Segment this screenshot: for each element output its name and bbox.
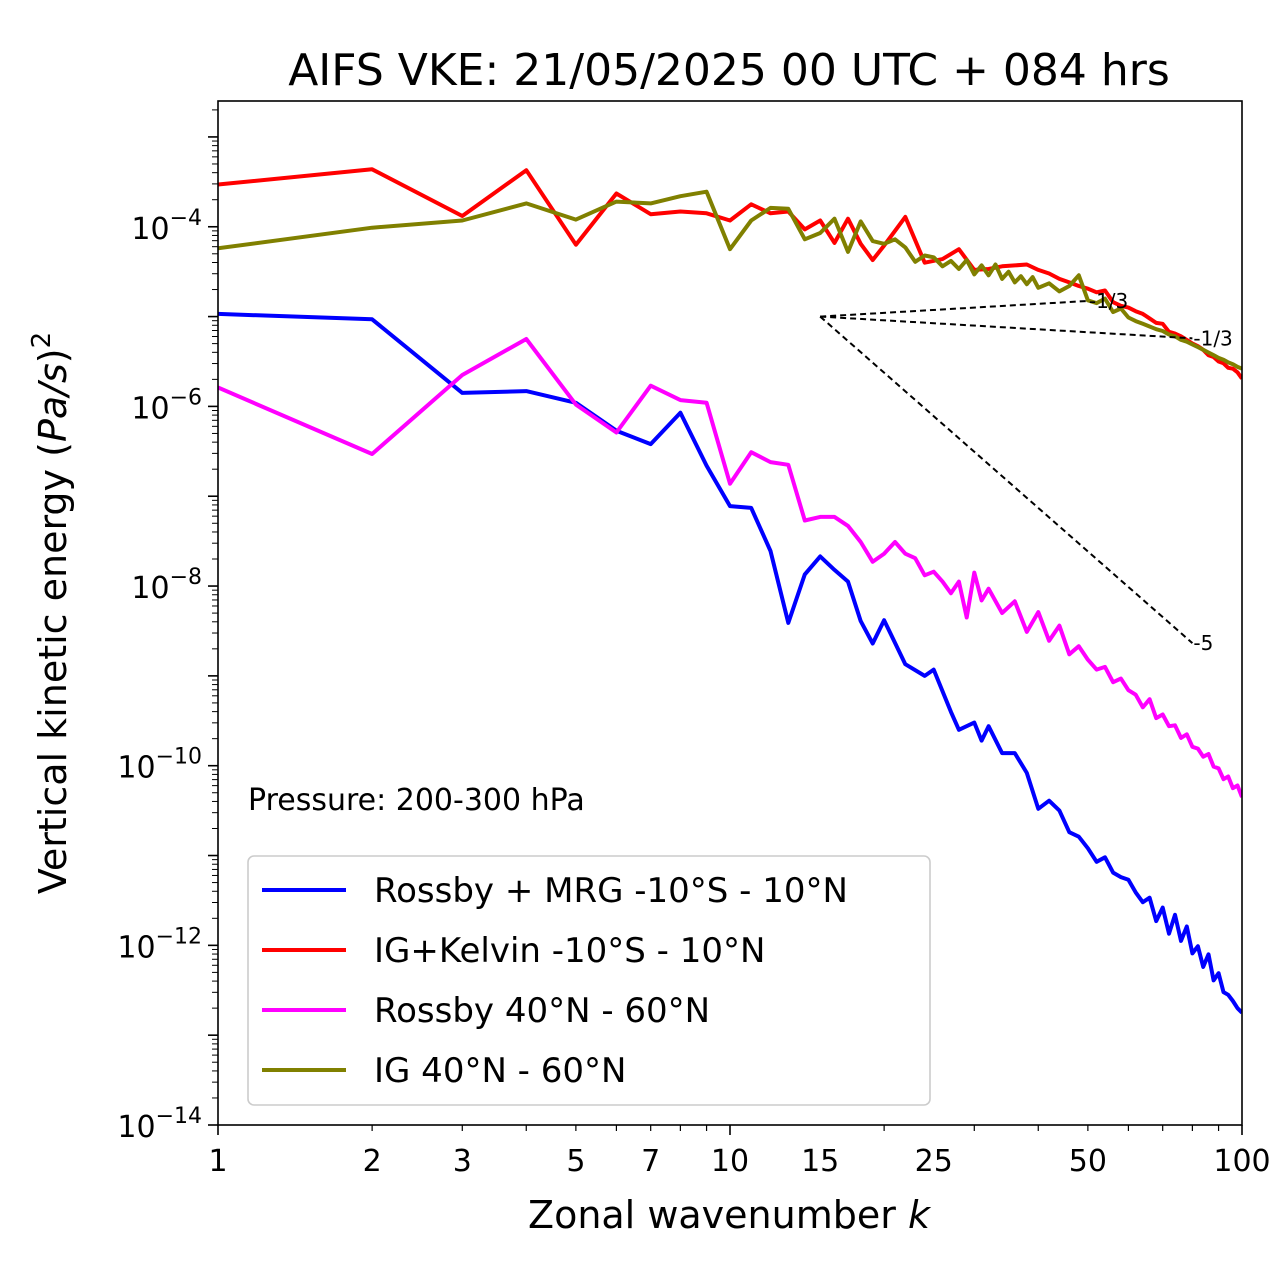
x-tick-label: 2: [363, 1144, 382, 1179]
y-tick-label: 10−14: [117, 1104, 202, 1145]
x-tick-label: 10: [711, 1144, 749, 1179]
x-tick-label: 15: [801, 1144, 839, 1179]
x-tick-label: 5: [566, 1144, 585, 1179]
legend-box: [247, 855, 931, 1106]
slope-label-1: -1/3: [1089, 289, 1128, 313]
legend: Rossby + MRG -10°S - 10°N IG+Kelvin -10°S…: [247, 855, 931, 1106]
slope-line-1: [820, 299, 1088, 318]
series-line-1: [218, 311, 1242, 1015]
series-layer: [218, 167, 1242, 1015]
chart-title: AIFS VKE: 21/05/2025 00 UTC + 084 hrs: [288, 45, 1170, 96]
y-tick-label: 10−4: [131, 206, 202, 247]
series-line-3: [218, 337, 1242, 798]
slope-line-2: [820, 315, 1193, 340]
x-tick-label: 100: [1213, 1144, 1270, 1179]
x-tick-label: 25: [915, 1144, 953, 1179]
y-axis: 10−4 10−6 10−8 10−10 10−12 10−14: [117, 109, 218, 1145]
y-tick-label: 10−12: [117, 924, 202, 965]
x-tick-label: 7: [641, 1144, 660, 1179]
y-tick-label: 10−10: [117, 745, 202, 786]
legend-label-2: IG+Kelvin -10°S - 10°N: [374, 931, 765, 971]
y-axis-label: Vertical kinetic energy (Pa/s)2: [27, 332, 75, 894]
x-axis: 1 2 3 5 7 10 15 25 50 100: [208, 1125, 1271, 1179]
x-tick-label: 1: [208, 1144, 227, 1179]
x-axis-label: Zonal wavenumber k: [528, 1193, 932, 1237]
reference-slopes: -1/3 -1/3 -5: [819, 289, 1233, 655]
y-tick-label: 10−6: [131, 385, 202, 426]
slope-line-3: [819, 315, 1194, 644]
slope-label-2: -1/3: [1193, 326, 1232, 350]
plot-area: -1/3 -1/3 -5: [218, 167, 1242, 1015]
legend-label-1: Rossby + MRG -10°S - 10°N: [374, 871, 848, 911]
pressure-annotation: Pressure: 200-300 hPa: [248, 783, 585, 818]
series-line-4: [218, 189, 1242, 371]
y-tick-label: 10−8: [131, 565, 202, 606]
legend-label-4: IG 40°N - 60°N: [374, 1051, 626, 1091]
slope-label-3: -5: [1193, 631, 1213, 655]
legend-label-3: Rossby 40°N - 60°N: [374, 991, 710, 1031]
x-tick-label: 3: [453, 1144, 472, 1179]
x-tick-label: 50: [1069, 1144, 1107, 1179]
